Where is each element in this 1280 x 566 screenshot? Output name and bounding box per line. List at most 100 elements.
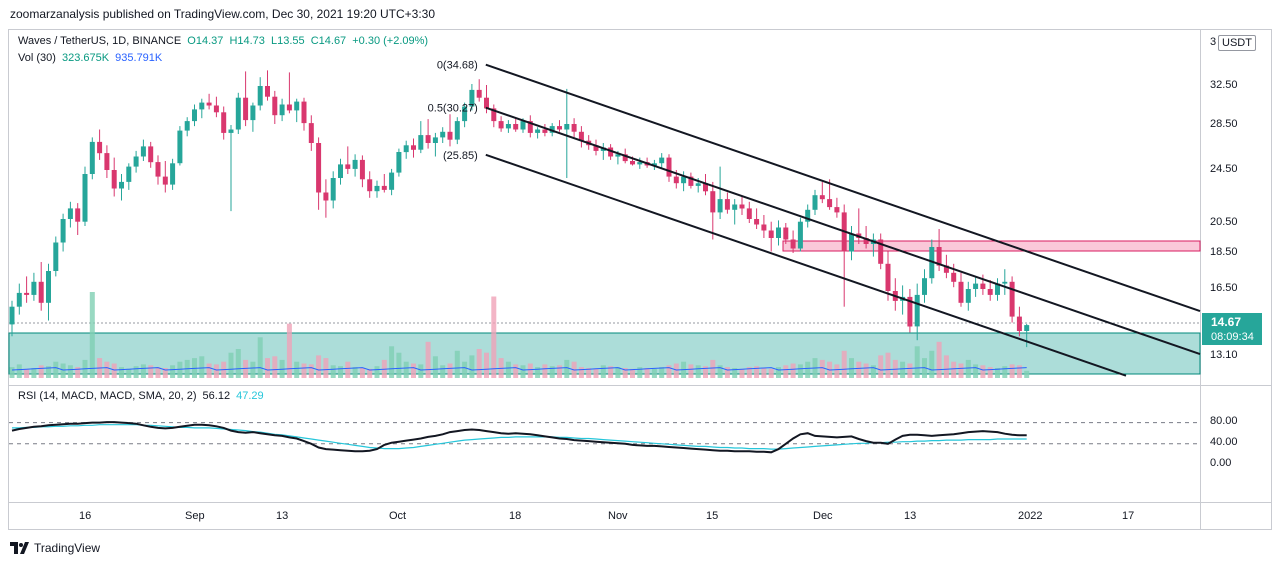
- volume-bar: [170, 365, 176, 378]
- volume-bar: [440, 365, 446, 378]
- fib-label: (25.85): [443, 150, 478, 162]
- tradingview-logo[interactable]: TradingView: [10, 541, 100, 555]
- currency-button[interactable]: USDT: [1218, 35, 1256, 51]
- volume-bar: [389, 346, 395, 378]
- candle-body: [710, 191, 716, 213]
- channel-lower-line: [485, 153, 1127, 377]
- volume-bar: [885, 352, 891, 378]
- volume-bar: [1002, 366, 1008, 378]
- symbol-name[interactable]: Waves / TetherUS, 1D, BINANCE: [18, 35, 182, 47]
- candle-body: [60, 219, 66, 243]
- volume-bar: [732, 368, 738, 378]
- volume-value: 323.675K: [61, 52, 110, 64]
- candle-body: [272, 96, 278, 116]
- volume-bar: [104, 361, 110, 378]
- bar-countdown: 08:09:34: [1211, 331, 1254, 343]
- rsi-label: RSI (14, MACD, MACD, SMA, 20, 2): [18, 390, 197, 402]
- volume-bar: [651, 368, 657, 378]
- candle-body: [352, 159, 358, 169]
- candle-body: [790, 239, 796, 249]
- volume-bar: [936, 341, 942, 378]
- open-value: O14.37: [187, 35, 224, 47]
- volume-bar: [703, 366, 708, 378]
- volume-bar: [67, 365, 73, 378]
- candle-body: [797, 221, 803, 249]
- candle-body: [557, 126, 562, 130]
- candle-body: [177, 130, 183, 164]
- candle-body: [484, 97, 489, 109]
- candle-body: [783, 227, 789, 240]
- candle-body: [688, 176, 694, 186]
- volume-bar: [301, 363, 307, 378]
- volume-bar: [1016, 365, 1022, 378]
- time-axis-label: Sep: [185, 510, 205, 522]
- volume-bar: [710, 359, 716, 378]
- symbol-legend[interactable]: Waves / TetherUS, 1D, BINANCE O14.37 H14…: [18, 35, 431, 47]
- candle-body: [345, 164, 351, 169]
- volume-bar: [637, 367, 643, 378]
- volume-legend[interactable]: Vol (30) 323.675K 935.791K: [18, 52, 165, 64]
- candle-body: [257, 86, 263, 106]
- price-axis-label: 18.50: [1210, 246, 1238, 258]
- candle-body: [454, 121, 460, 140]
- chart-frame: [8, 29, 1272, 530]
- rsi-line: [11, 421, 1027, 454]
- candle-body: [316, 143, 322, 193]
- candle-body: [323, 192, 329, 201]
- high-value: H14.73: [229, 35, 265, 47]
- volume-bar: [914, 346, 920, 378]
- candle-body: [469, 89, 475, 107]
- candle-body: [330, 178, 336, 201]
- candle-body: [564, 124, 570, 130]
- volume-bar: [330, 365, 336, 378]
- candle-body: [403, 145, 409, 153]
- volume-bar: [746, 367, 752, 378]
- volume-bar: [929, 350, 935, 378]
- candle-body: [418, 135, 424, 150]
- time-axis-label: Dec: [813, 510, 833, 522]
- candle-body: [462, 106, 468, 122]
- candle-body: [155, 162, 161, 177]
- candle-body: [53, 242, 59, 271]
- candle-body: [666, 157, 672, 177]
- candle-body: [381, 185, 387, 190]
- volume-bar: [133, 366, 139, 378]
- candle-body: [97, 141, 103, 154]
- candle-body: [9, 306, 15, 325]
- time-axis-label: 18: [509, 510, 522, 522]
- rsi-legend[interactable]: RSI (14, MACD, MACD, SMA, 20, 2) 56.12 4…: [18, 390, 267, 402]
- candle-body: [250, 105, 256, 121]
- volume-bar: [870, 365, 876, 378]
- candle-body: [943, 265, 949, 273]
- pane-divider[interactable]: [8, 385, 1272, 386]
- price-axis-label: 28.50: [1210, 118, 1238, 130]
- candle-body: [513, 124, 519, 130]
- candle-body: [425, 135, 431, 143]
- volume-bar: [695, 365, 701, 378]
- candle-body: [367, 179, 373, 192]
- volume-bar: [177, 361, 183, 378]
- tradingview-logo-icon: [10, 542, 29, 554]
- candle-body: [732, 204, 738, 210]
- volume-bar: [447, 363, 453, 378]
- candle-body: [819, 195, 825, 200]
- volume-bar: [1009, 364, 1015, 378]
- volume-bar: [724, 367, 730, 378]
- candle-body: [695, 183, 701, 186]
- candle-body: [1002, 281, 1008, 284]
- candle-body: [38, 281, 44, 303]
- volume-bar: [995, 368, 1000, 378]
- volume-bar: [520, 365, 526, 378]
- change-value: +0.30 (+2.09%): [352, 35, 429, 47]
- candle-body: [659, 157, 665, 164]
- candle-body: [170, 163, 176, 185]
- time-axis-label: 15: [706, 510, 719, 522]
- volume-bar: [425, 341, 431, 378]
- candle-body: [491, 108, 497, 122]
- volume-bar: [403, 361, 409, 378]
- volume-bar: [790, 363, 796, 378]
- candle-body: [768, 230, 774, 238]
- volume-bar: [411, 363, 416, 378]
- volume-bar: [9, 367, 15, 378]
